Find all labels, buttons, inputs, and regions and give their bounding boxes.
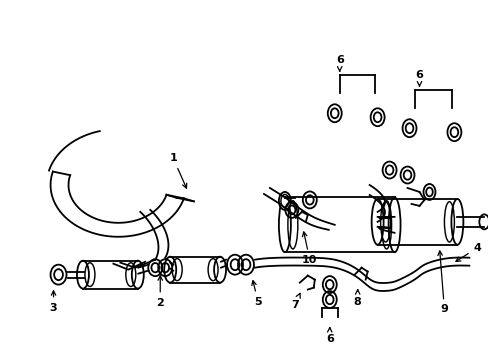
Text: 6: 6 [415, 71, 423, 86]
Ellipse shape [278, 192, 290, 210]
Text: 4: 4 [455, 243, 480, 261]
Ellipse shape [278, 197, 290, 252]
Text: 5: 5 [251, 281, 261, 306]
Ellipse shape [77, 261, 89, 289]
Text: 1: 1 [169, 153, 186, 188]
Ellipse shape [388, 197, 400, 252]
Text: 2: 2 [156, 276, 164, 307]
Text: 3: 3 [50, 291, 57, 312]
Ellipse shape [132, 261, 143, 289]
Text: 10: 10 [302, 232, 317, 265]
Ellipse shape [450, 199, 463, 245]
Text: 6: 6 [335, 55, 343, 71]
Ellipse shape [214, 257, 225, 283]
Text: 7: 7 [290, 293, 300, 310]
Ellipse shape [371, 199, 383, 245]
Ellipse shape [164, 257, 176, 283]
Text: 9: 9 [437, 251, 447, 315]
Text: 8: 8 [353, 290, 361, 306]
Text: 6: 6 [325, 328, 333, 345]
